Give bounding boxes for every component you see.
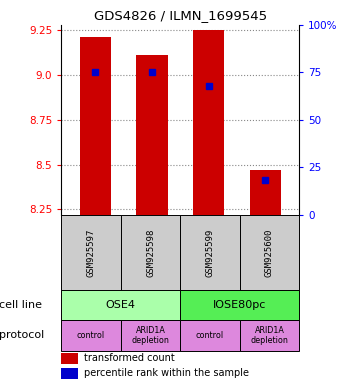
Text: GSM925598: GSM925598 — [146, 228, 155, 277]
Bar — [136, 55, 168, 215]
Bar — [250, 170, 281, 215]
Text: ARID1A
depletion: ARID1A depletion — [132, 326, 169, 345]
Text: IOSE80pc: IOSE80pc — [213, 300, 266, 310]
Text: percentile rank within the sample: percentile rank within the sample — [84, 368, 249, 378]
Bar — [180, 320, 240, 351]
Bar — [61, 367, 78, 379]
Bar — [240, 215, 299, 291]
Text: control: control — [77, 331, 105, 340]
Bar — [180, 215, 240, 291]
Bar — [121, 215, 180, 291]
Text: protocol: protocol — [0, 330, 44, 340]
Bar — [61, 353, 78, 364]
Text: cell line: cell line — [0, 300, 42, 310]
Text: GSM925599: GSM925599 — [205, 228, 215, 277]
Bar — [121, 320, 180, 351]
Text: GSM925600: GSM925600 — [265, 228, 274, 277]
Text: ARID1A
depletion: ARID1A depletion — [251, 326, 288, 345]
Text: OSE4: OSE4 — [106, 300, 136, 310]
Bar — [180, 291, 299, 320]
Bar — [61, 291, 180, 320]
Bar — [240, 320, 299, 351]
Bar — [61, 215, 121, 291]
Text: transformed count: transformed count — [84, 353, 175, 364]
Bar — [193, 30, 224, 215]
Title: GDS4826 / ILMN_1699545: GDS4826 / ILMN_1699545 — [94, 9, 267, 22]
Bar — [61, 320, 121, 351]
Text: control: control — [196, 331, 224, 340]
Text: GSM925597: GSM925597 — [86, 228, 96, 277]
Bar — [80, 38, 111, 215]
